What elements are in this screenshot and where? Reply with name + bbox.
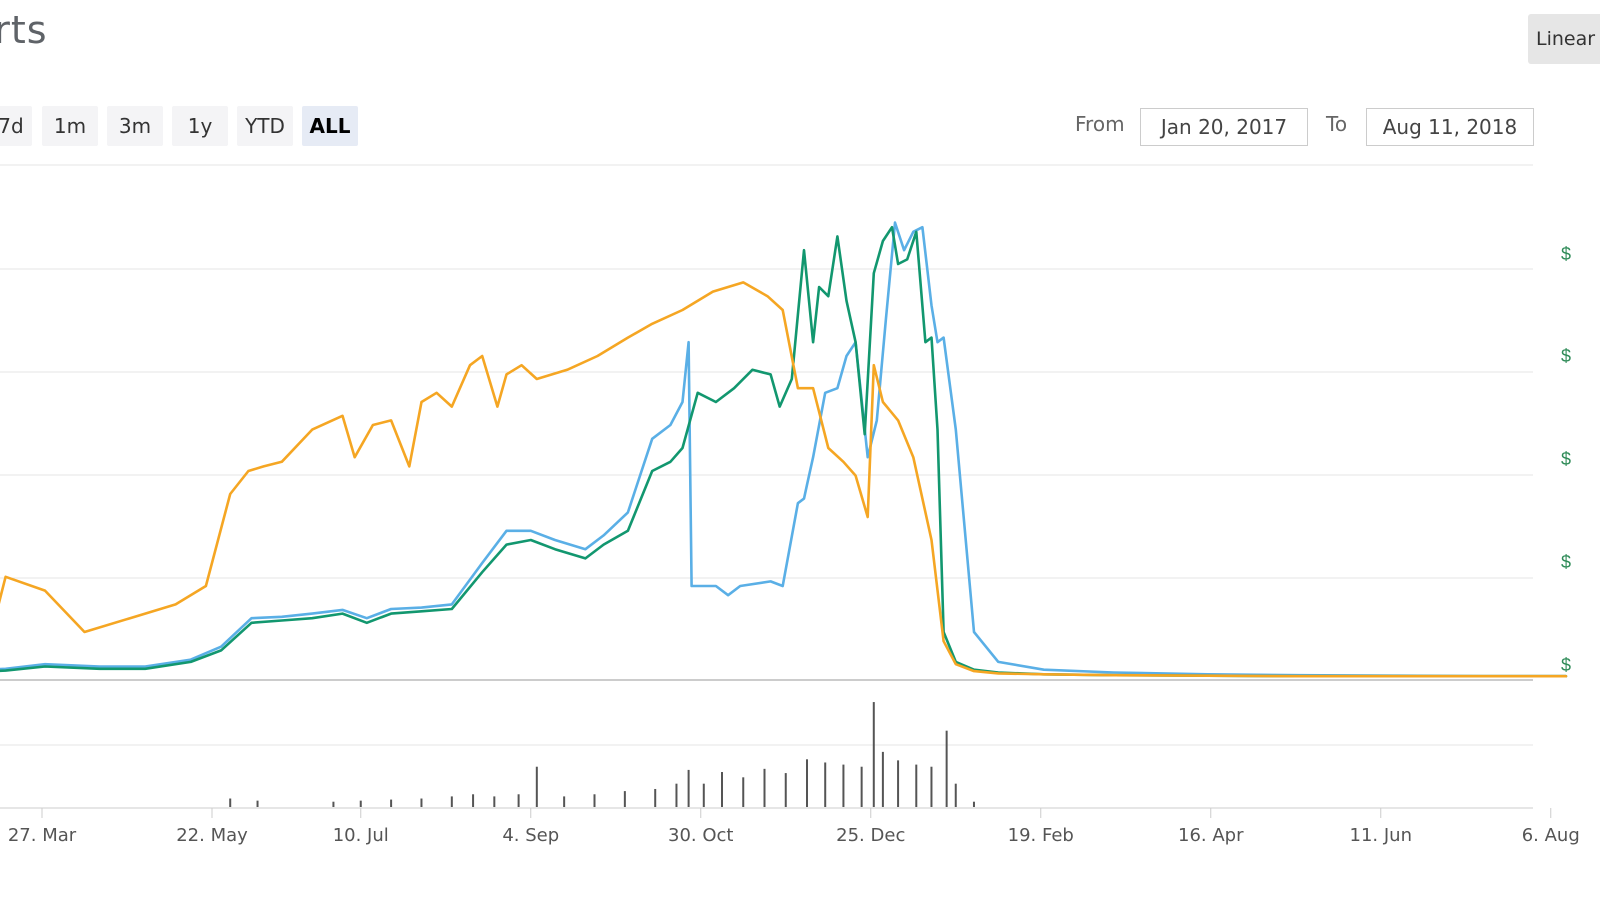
volume-bar [472, 794, 475, 807]
volume-bar [945, 730, 948, 807]
volume-bar [806, 759, 808, 807]
to-label: To [1326, 112, 1348, 136]
volume-bar [784, 773, 787, 807]
volume-bar [359, 800, 362, 807]
page-title: arts [0, 8, 48, 52]
range-button-1m[interactable]: 1m [42, 106, 98, 146]
volume-bar [332, 801, 335, 807]
volume-bar [954, 783, 957, 807]
from-date-input[interactable]: Jan 20, 2017 [1140, 108, 1308, 146]
volume-bar [824, 762, 827, 807]
scale-toggle-button[interactable]: Linear [1528, 14, 1600, 64]
range-button-1y[interactable]: 1y [172, 106, 228, 146]
volume-bar [721, 772, 723, 807]
volume-bar [702, 783, 705, 807]
right-axis-label: $ [1561, 655, 1571, 675]
volume-bar [623, 791, 626, 807]
volume-bar [654, 788, 657, 807]
volume-bar [593, 794, 596, 807]
x-tick-label: 10. Jul [333, 825, 389, 846]
volume-bar [535, 766, 538, 807]
series-line-orange [0, 281, 1568, 678]
range-button-ytd[interactable]: YTD [237, 106, 293, 146]
right-axis-label: $ [1561, 346, 1571, 366]
volume-bar [860, 766, 863, 807]
volume-bar [563, 796, 566, 807]
volume-bar [420, 798, 423, 807]
x-tick-label: 11. Jun [1350, 825, 1412, 846]
volume-bar [915, 764, 918, 807]
x-tick-label: 30. Oct [668, 825, 733, 846]
volume-bar [450, 796, 453, 807]
volume-bar [742, 777, 745, 807]
range-button-all[interactable]: ALL [302, 106, 358, 146]
right-axis-label: $ [1561, 244, 1571, 264]
volume-bar [687, 769, 690, 807]
series-line-blue [0, 221, 1568, 678]
volume-bar [493, 796, 496, 807]
volume-bar [390, 799, 393, 807]
from-label: From [1075, 112, 1125, 136]
x-tick-label: 27. Mar [8, 825, 77, 846]
volume-bar [256, 800, 259, 807]
x-tick-label: 6. Aug [1522, 825, 1580, 846]
volume-bar [229, 798, 232, 807]
volume-bar [930, 766, 933, 807]
right-axis-label: $ [1561, 449, 1571, 469]
volume-bar [517, 794, 520, 807]
volume-bar [763, 768, 766, 807]
volume-bar [881, 751, 884, 807]
volume-bar [842, 764, 845, 807]
to-date-input[interactable]: Aug 11, 2018 [1366, 108, 1534, 146]
volume-bar [972, 801, 975, 807]
range-button-3m[interactable]: 3m [107, 106, 163, 146]
volume-bar [675, 783, 678, 807]
right-axis-label: $ [1561, 552, 1571, 572]
x-tick-label: 19. Feb [1008, 825, 1074, 846]
x-tick-label: 22. May [176, 825, 248, 846]
series-line-green [0, 225, 1568, 678]
x-tick-label: 16. Apr [1178, 825, 1244, 846]
x-tick-label: 4. Sep [502, 825, 559, 846]
range-button-7d[interactable]: 7d [0, 106, 32, 146]
x-tick-label: 25. Dec [836, 825, 905, 846]
volume-bar [872, 702, 875, 807]
volume-bar [897, 760, 900, 807]
